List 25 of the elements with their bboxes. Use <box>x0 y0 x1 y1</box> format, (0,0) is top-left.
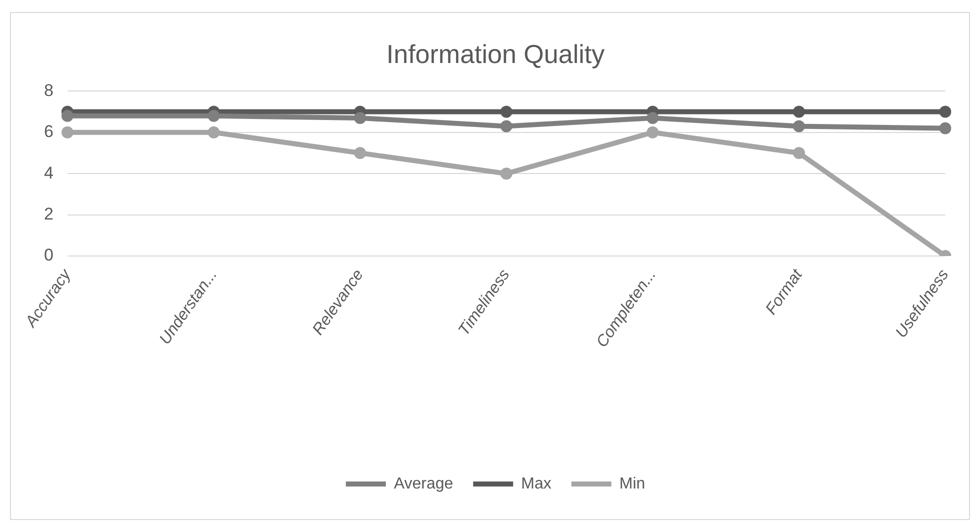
y-tick-label: 2 <box>44 204 54 224</box>
y-tick-label: 8 <box>44 80 54 100</box>
chart-title: Information Quality <box>386 38 605 69</box>
y-tick-label: 6 <box>44 122 54 142</box>
legend-label: Average <box>394 475 454 492</box>
point <box>354 147 366 159</box>
point <box>646 112 659 124</box>
point <box>939 106 952 118</box>
point <box>61 126 74 138</box>
point <box>208 110 220 122</box>
point <box>646 126 659 138</box>
point <box>792 120 805 132</box>
point <box>500 106 512 118</box>
point <box>61 110 74 122</box>
point <box>939 122 952 134</box>
y-tick-label: 0 <box>44 246 54 265</box>
legend-label: Max <box>521 475 552 492</box>
point <box>354 112 366 124</box>
point <box>792 147 805 159</box>
y-tick-label: 4 <box>44 163 54 182</box>
point <box>792 106 805 118</box>
point <box>500 168 512 180</box>
point <box>208 126 220 138</box>
point <box>500 120 512 132</box>
legend-label: Min <box>619 475 646 492</box>
